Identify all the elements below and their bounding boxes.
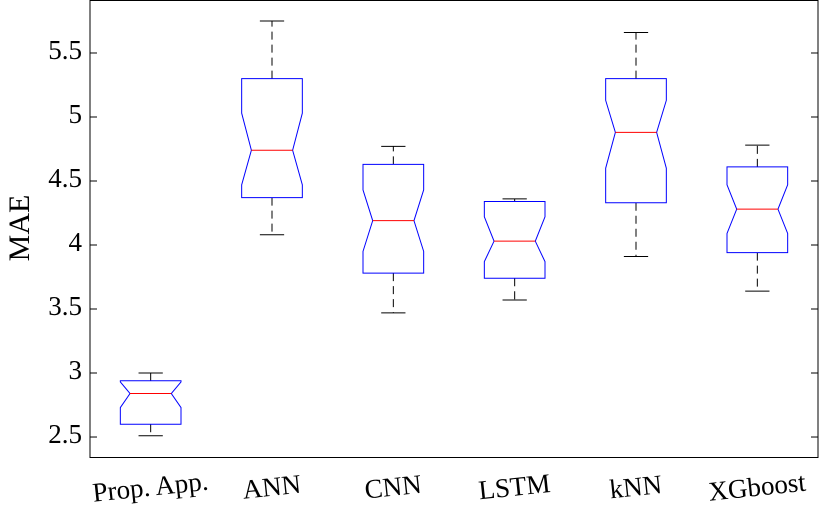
y-tick-label: 3 [69, 355, 83, 385]
x-tick-label: XGboost [707, 467, 808, 507]
box [241, 78, 303, 199]
x-tick-label: LSTM [477, 468, 552, 505]
y-tick-label: 4.5 [48, 163, 82, 193]
y-tick-label: 2.5 [48, 419, 82, 449]
x-tick-label: ANN [241, 469, 302, 505]
box [605, 78, 667, 204]
y-tick-label: 5 [69, 99, 83, 129]
x-tick-label: kNN [608, 469, 663, 504]
y-axis-label: MAE [3, 195, 36, 262]
box [726, 166, 789, 254]
x-tick-label: CNN [363, 469, 423, 505]
box [119, 380, 182, 425]
plot-frame [89, 0, 819, 458]
y-tick-label: 5.5 [48, 35, 82, 65]
y-tick-label: 3.5 [48, 291, 82, 321]
y-tick-label: 4 [69, 227, 83, 257]
box [483, 200, 546, 279]
box [362, 163, 425, 274]
x-tick-label: Prop. App. [91, 466, 210, 508]
